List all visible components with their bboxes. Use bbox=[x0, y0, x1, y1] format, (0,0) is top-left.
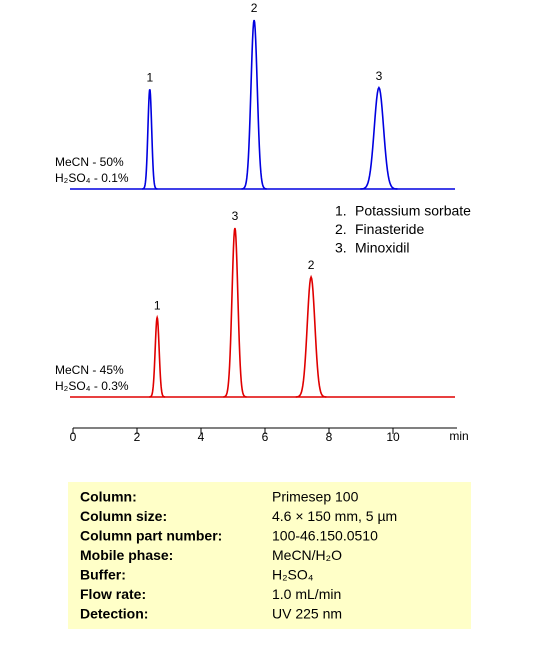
x-axis-label: min bbox=[449, 429, 468, 443]
peak-label: 3 bbox=[232, 209, 239, 223]
legend-number: 3. bbox=[335, 240, 347, 256]
info-label: Column: bbox=[80, 489, 137, 505]
info-label: Column size: bbox=[80, 508, 167, 524]
legend-number: 1. bbox=[335, 203, 347, 219]
info-box bbox=[68, 482, 471, 629]
peak bbox=[149, 314, 166, 398]
info-label: Mobile phase: bbox=[80, 547, 173, 563]
info-value: 1.0 mL/min bbox=[272, 586, 341, 602]
peak bbox=[223, 227, 247, 398]
legend-name: Finasteride bbox=[355, 221, 424, 237]
condition: MeCN - 45% bbox=[55, 363, 124, 377]
x-tick-label: 4 bbox=[198, 430, 205, 444]
condition: MeCN - 50% bbox=[55, 155, 124, 169]
info-label: Flow rate: bbox=[80, 586, 146, 602]
legend-number: 2. bbox=[335, 221, 347, 237]
info-value: MeCN/H₂O bbox=[272, 547, 342, 563]
condition: H₂SO₄ - 0.1% bbox=[55, 171, 129, 185]
x-tick-label: 6 bbox=[262, 430, 269, 444]
info-value: 4.6 × 150 mm, 5 µm bbox=[272, 508, 397, 524]
info-value: Primesep 100 bbox=[272, 489, 359, 505]
legend-name: Potassium sorbate bbox=[355, 203, 471, 219]
peak-label: 2 bbox=[251, 1, 258, 15]
info-value: H₂SO₄ bbox=[272, 567, 314, 583]
info-value: UV 225 nm bbox=[272, 606, 342, 622]
info-label: Detection: bbox=[80, 606, 148, 622]
info-value: 100-46.150.0510 bbox=[272, 528, 378, 544]
x-tick-label: 0 bbox=[70, 430, 77, 444]
x-tick-label: 10 bbox=[386, 430, 400, 444]
legend-name: Minoxidil bbox=[355, 240, 409, 256]
info-label: Buffer: bbox=[80, 567, 126, 583]
peak bbox=[241, 19, 267, 190]
x-tick-label: 2 bbox=[134, 430, 141, 444]
condition: H₂SO₄ - 0.3% bbox=[55, 379, 129, 393]
info-label: Column part number: bbox=[80, 528, 222, 544]
peak-label: 3 bbox=[376, 69, 383, 83]
peak bbox=[360, 85, 398, 190]
peak-label: 1 bbox=[146, 70, 153, 84]
peak bbox=[142, 89, 158, 190]
peak-label: 1 bbox=[154, 299, 161, 313]
peak bbox=[295, 274, 327, 398]
x-tick-label: 8 bbox=[326, 430, 333, 444]
peak-label: 2 bbox=[308, 258, 315, 272]
